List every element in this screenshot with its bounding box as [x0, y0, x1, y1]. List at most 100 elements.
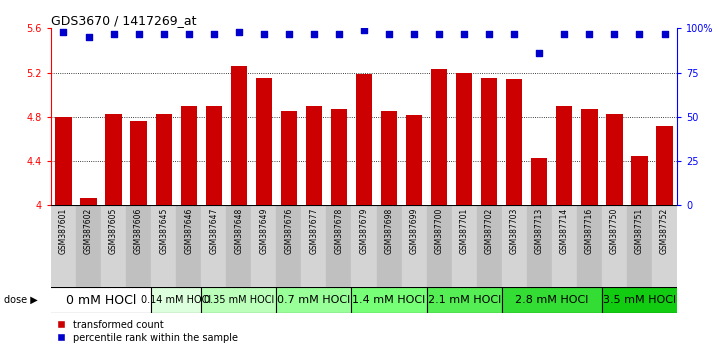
Point	[208, 31, 220, 36]
Bar	[326, 205, 352, 289]
Text: GSM387703: GSM387703	[510, 208, 519, 254]
Point	[233, 29, 245, 35]
Bar	[427, 205, 451, 289]
Bar	[51, 205, 76, 289]
Text: GSM387752: GSM387752	[660, 208, 669, 254]
Bar	[201, 205, 226, 289]
Text: GSM387677: GSM387677	[309, 208, 318, 254]
Bar	[506, 79, 523, 205]
Point	[358, 27, 370, 33]
Bar	[552, 205, 577, 289]
Text: GSM387649: GSM387649	[259, 208, 269, 254]
Text: GSM387606: GSM387606	[134, 208, 143, 254]
Text: GSM387699: GSM387699	[410, 208, 419, 254]
Point	[258, 31, 269, 36]
Bar	[277, 205, 301, 289]
Bar	[527, 205, 552, 289]
Bar	[76, 205, 101, 289]
Text: 0 mM HOCl: 0 mM HOCl	[66, 293, 136, 307]
Text: GSM387716: GSM387716	[585, 208, 594, 254]
Text: GSM387602: GSM387602	[84, 208, 93, 254]
Text: GSM387751: GSM387751	[635, 208, 644, 254]
Bar	[151, 287, 201, 313]
Point	[183, 31, 194, 36]
Point	[558, 31, 570, 36]
Text: GSM387713: GSM387713	[535, 208, 544, 254]
Text: GSM387679: GSM387679	[360, 208, 368, 254]
Bar	[301, 205, 326, 289]
Bar	[477, 205, 502, 289]
Text: 2.1 mM HOCl: 2.1 mM HOCl	[427, 295, 501, 305]
Text: GSM387750: GSM387750	[610, 208, 619, 254]
Bar	[381, 111, 397, 205]
Point	[108, 31, 119, 36]
Bar	[502, 287, 602, 313]
Bar	[427, 287, 502, 313]
Bar	[502, 205, 527, 289]
Bar	[376, 205, 402, 289]
Point	[483, 31, 495, 36]
Point	[584, 31, 596, 36]
Point	[333, 31, 345, 36]
Point	[83, 34, 95, 40]
Point	[283, 31, 295, 36]
Bar	[281, 111, 297, 205]
Bar	[226, 205, 251, 289]
Point	[508, 31, 520, 36]
Point	[534, 50, 545, 56]
Text: GSM387698: GSM387698	[384, 208, 394, 254]
Bar	[602, 205, 627, 289]
Text: GSM387601: GSM387601	[59, 208, 68, 254]
Bar	[331, 109, 347, 205]
Legend: transformed count, percentile rank within the sample: transformed count, percentile rank withi…	[56, 320, 238, 343]
Text: 3.5 mM HOCl: 3.5 mM HOCl	[603, 295, 676, 305]
Text: GSM387648: GSM387648	[234, 208, 243, 254]
Bar	[352, 287, 427, 313]
Text: GSM387645: GSM387645	[159, 208, 168, 254]
Point	[433, 31, 445, 36]
Point	[132, 31, 144, 36]
Bar	[251, 205, 277, 289]
Bar	[130, 121, 147, 205]
Bar	[156, 114, 172, 205]
Bar	[356, 74, 372, 205]
Bar	[176, 205, 201, 289]
Bar	[402, 205, 427, 289]
Bar	[406, 115, 422, 205]
Bar	[51, 287, 151, 313]
Bar	[231, 66, 247, 205]
Bar	[80, 198, 97, 205]
Bar	[456, 73, 472, 205]
Bar	[101, 205, 126, 289]
Bar	[256, 78, 272, 205]
Bar	[577, 205, 602, 289]
Text: 0.14 mM HOCl: 0.14 mM HOCl	[141, 295, 211, 305]
Text: GSM387678: GSM387678	[334, 208, 344, 254]
Point	[308, 31, 320, 36]
Bar	[657, 126, 673, 205]
Bar	[627, 205, 652, 289]
Bar	[106, 114, 122, 205]
Text: dose ▶: dose ▶	[4, 295, 37, 305]
Bar	[431, 69, 447, 205]
Point	[659, 31, 670, 36]
Point	[459, 31, 470, 36]
Point	[609, 31, 620, 36]
Text: 1.4 mM HOCl: 1.4 mM HOCl	[352, 295, 426, 305]
Bar	[306, 106, 322, 205]
Bar	[581, 109, 598, 205]
Bar	[606, 114, 622, 205]
Bar	[201, 287, 277, 313]
Point	[158, 31, 170, 36]
Point	[408, 31, 420, 36]
Text: 0.7 mM HOCl: 0.7 mM HOCl	[277, 295, 351, 305]
Text: GDS3670 / 1417269_at: GDS3670 / 1417269_at	[51, 14, 197, 27]
Bar	[277, 287, 352, 313]
Text: GSM387646: GSM387646	[184, 208, 193, 254]
Bar	[631, 155, 648, 205]
Text: 0.35 mM HOCl: 0.35 mM HOCl	[204, 295, 274, 305]
Text: GSM387701: GSM387701	[459, 208, 469, 254]
Text: GSM387700: GSM387700	[435, 208, 443, 254]
Text: GSM387676: GSM387676	[285, 208, 293, 254]
Point	[633, 31, 645, 36]
